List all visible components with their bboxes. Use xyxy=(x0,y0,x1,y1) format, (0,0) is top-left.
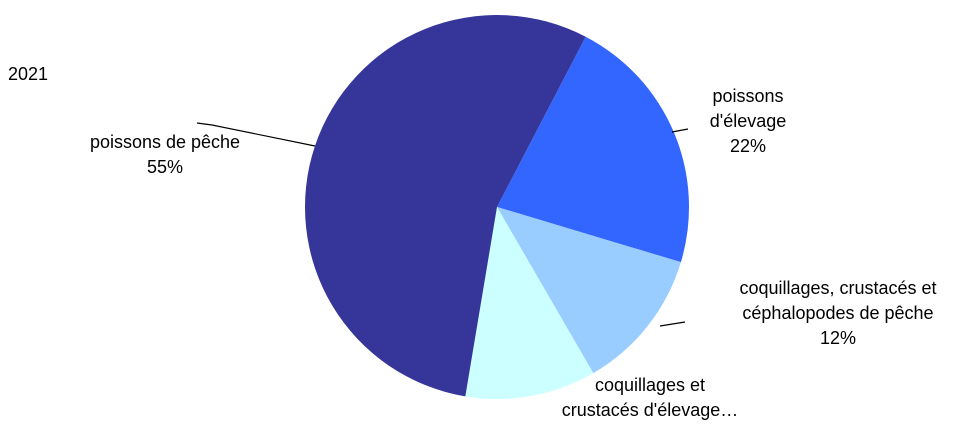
value-label: 12% xyxy=(819,328,857,348)
category-label: coquillages, crustacés et céphalopodes d… xyxy=(739,278,937,323)
pie-slice xyxy=(305,14,586,397)
leader-line xyxy=(671,128,689,133)
leader-line xyxy=(196,122,316,147)
category-label: coquillages et crustacés d'élevage… xyxy=(561,375,739,420)
value-label: 22% xyxy=(729,136,767,156)
leader-line xyxy=(659,321,686,327)
slices xyxy=(305,14,689,399)
category-label: poissons de pêche xyxy=(89,132,241,152)
value-label: 55% xyxy=(146,157,184,177)
slice-label: coquillages, crustacés et céphalopodes d… xyxy=(710,276,965,351)
pie-slice xyxy=(497,36,689,263)
pie-slice xyxy=(497,207,681,374)
slice-label: coquillages et crustacés d'élevage… xyxy=(555,373,745,423)
chart-title: 2021 xyxy=(8,64,49,84)
slice-label: poissons d'élevage 22% xyxy=(640,84,856,159)
slice-label: poissons de pêche 55% xyxy=(55,130,275,180)
category-label: poissons d'élevage xyxy=(709,86,787,131)
pie-slice xyxy=(465,207,594,399)
